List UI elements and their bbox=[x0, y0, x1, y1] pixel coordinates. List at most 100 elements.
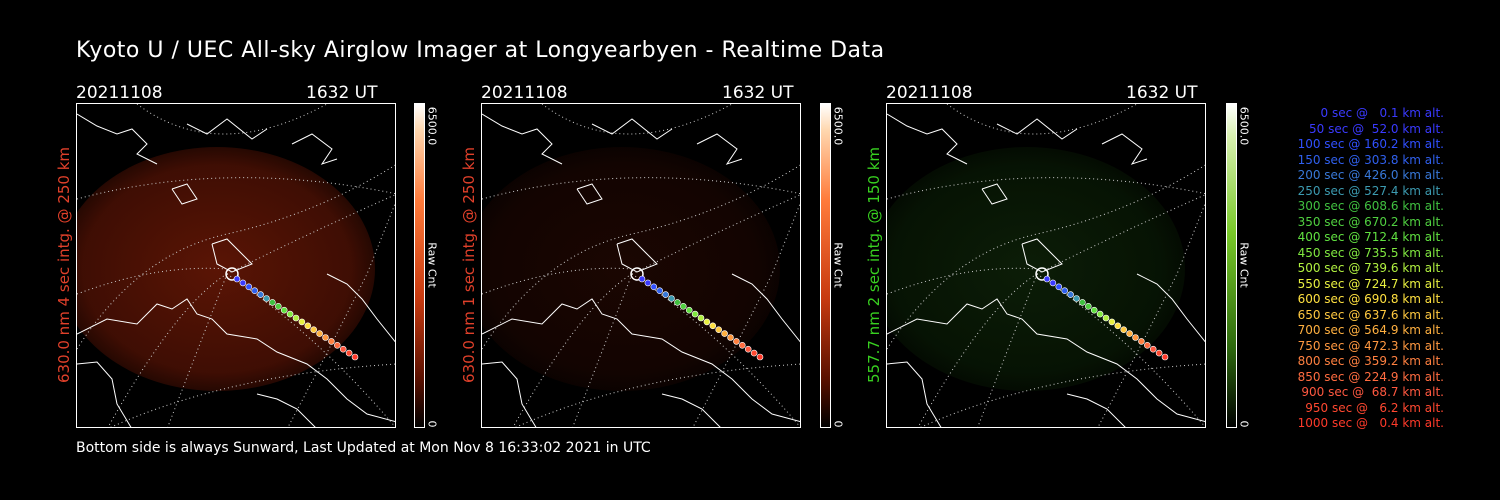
coastline bbox=[482, 361, 537, 427]
station-marker bbox=[225, 267, 239, 281]
panel-2-time: 1632 UT bbox=[722, 83, 794, 103]
grid-line bbox=[226, 273, 395, 427]
panel-1-date: 20211108 bbox=[76, 83, 163, 103]
trajectory-point bbox=[650, 283, 658, 291]
panel-2-colorbar-max: 6500.0 bbox=[831, 106, 845, 146]
trajectory-point bbox=[1067, 291, 1074, 298]
trajectory-point bbox=[310, 326, 317, 333]
trajectory-point bbox=[638, 275, 646, 283]
trajectory-point bbox=[656, 287, 663, 294]
trajectory-point bbox=[280, 306, 288, 314]
trajectory-point bbox=[286, 310, 294, 318]
panel-1-image bbox=[76, 103, 396, 428]
legend-item: 200 sec @ 426.0 km alt. bbox=[1297, 168, 1444, 182]
trajectory-point bbox=[245, 283, 253, 291]
trajectory-point bbox=[233, 275, 241, 283]
legend-item: 850 sec @ 224.9 km alt. bbox=[1297, 369, 1444, 384]
trajectory-point bbox=[1043, 275, 1051, 283]
trajectory-point bbox=[715, 326, 722, 333]
trajectory-point bbox=[304, 322, 312, 330]
panel-3-colorbar bbox=[1226, 103, 1237, 428]
legend-item: 950 sec @ 6.2 km alt. bbox=[1305, 400, 1444, 415]
trajectory-point bbox=[1061, 287, 1068, 294]
trajectory-point bbox=[322, 334, 329, 341]
panel-3-date: 20211108 bbox=[886, 83, 973, 103]
sky-image bbox=[77, 104, 395, 427]
grid-line bbox=[946, 104, 1138, 135]
panel-3-colorbar-min: 0 bbox=[1237, 420, 1251, 428]
coastline bbox=[326, 273, 395, 343]
panel-3-ylabel: 557.7 nm 2 sec intg. @ 150 km bbox=[865, 146, 883, 384]
coastline bbox=[171, 183, 198, 205]
trajectory-point bbox=[345, 349, 353, 357]
panel-2-colorbar-unit: Raw Cnt bbox=[831, 242, 845, 288]
trajectory-point bbox=[257, 291, 264, 298]
legend-item: 650 sec @ 637.6 km alt. bbox=[1297, 307, 1444, 322]
coastline bbox=[1101, 133, 1148, 165]
trajectory-point bbox=[1120, 326, 1127, 333]
legend-item: 150 sec @ 303.8 km alt. bbox=[1297, 152, 1444, 167]
trajectory-point bbox=[1114, 322, 1122, 330]
coastline bbox=[616, 238, 658, 273]
coastline bbox=[591, 118, 673, 140]
panel-3-colorbar-unit: Raw Cnt bbox=[1237, 242, 1251, 288]
coastline bbox=[576, 183, 603, 205]
coastline bbox=[996, 118, 1078, 140]
legend-item: 300 sec @ 608.6 km alt. bbox=[1297, 199, 1444, 213]
panel-1-colorbar-unit: Raw Cnt bbox=[425, 242, 439, 288]
legend-item: 700 sec @ 564.9 km alt. bbox=[1297, 323, 1444, 337]
trajectory-point bbox=[644, 279, 652, 287]
panel-1-time: 1632 UT bbox=[306, 83, 378, 103]
page-title: Kyoto U / UEC All-sky Airglow Imager at … bbox=[76, 38, 885, 63]
trajectory-point bbox=[1079, 299, 1086, 306]
trajectory-point bbox=[292, 314, 300, 322]
coastline bbox=[256, 393, 316, 427]
legend-item: 100 sec @ 160.2 km alt. bbox=[1297, 137, 1444, 151]
panel-1-colorbar-max: 6500.0 bbox=[425, 106, 439, 146]
coastline bbox=[731, 273, 800, 343]
trajectory-point bbox=[275, 303, 282, 310]
coastline bbox=[77, 113, 158, 165]
coastline bbox=[1136, 273, 1205, 343]
panel-1-colorbar-min: 0 bbox=[425, 420, 439, 428]
trajectory-point bbox=[239, 279, 247, 287]
coastline bbox=[482, 113, 563, 165]
trajectory-point bbox=[1108, 318, 1116, 326]
trajectory-point bbox=[1090, 306, 1098, 314]
station-marker bbox=[1035, 267, 1049, 281]
grid-line bbox=[631, 194, 800, 275]
trajectory-legend: 0 sec @ 0.1 km alt. 50 sec @ 52.0 km alt.… bbox=[1262, 106, 1444, 432]
trajectory-point bbox=[703, 318, 711, 326]
panel-1-ylabel: 630.0 nm 4 sec intg. @ 250 km bbox=[55, 146, 73, 384]
panel-3-colorbar-max: 6500.0 bbox=[1237, 106, 1251, 146]
footer-note: Bottom side is always Sunward, Last Upda… bbox=[76, 440, 651, 456]
trajectory-point bbox=[339, 345, 347, 353]
legend-item: 350 sec @ 670.2 km alt. bbox=[1297, 214, 1444, 229]
coastline bbox=[887, 113, 968, 165]
coastline bbox=[77, 298, 395, 422]
trajectory-point bbox=[333, 342, 341, 349]
legend-item: 550 sec @ 724.7 km alt. bbox=[1297, 276, 1444, 291]
coastline bbox=[1066, 393, 1126, 427]
trajectory-point bbox=[744, 345, 752, 353]
trajectory-point bbox=[685, 306, 693, 314]
legend-item: 400 sec @ 712.4 km alt. bbox=[1297, 230, 1444, 244]
grid-line bbox=[226, 194, 395, 275]
sky-image bbox=[887, 104, 1205, 427]
trajectory-point bbox=[298, 318, 306, 326]
coastline bbox=[661, 393, 721, 427]
grid-line bbox=[1036, 273, 1205, 427]
trajectory-point bbox=[662, 291, 669, 298]
grid-line bbox=[631, 273, 800, 427]
trajectory-point bbox=[1085, 303, 1092, 310]
coastline bbox=[291, 133, 338, 165]
trajectory-point bbox=[750, 349, 758, 357]
legend-item: 250 sec @ 527.4 km alt. bbox=[1297, 183, 1444, 198]
grid-line bbox=[482, 267, 633, 295]
trajectory-point bbox=[251, 287, 258, 294]
trajectory-point bbox=[263, 295, 270, 302]
trajectory-point bbox=[709, 322, 717, 330]
grid-line bbox=[917, 273, 1038, 427]
trajectory-point bbox=[269, 299, 276, 306]
trajectory-point bbox=[1073, 295, 1080, 302]
